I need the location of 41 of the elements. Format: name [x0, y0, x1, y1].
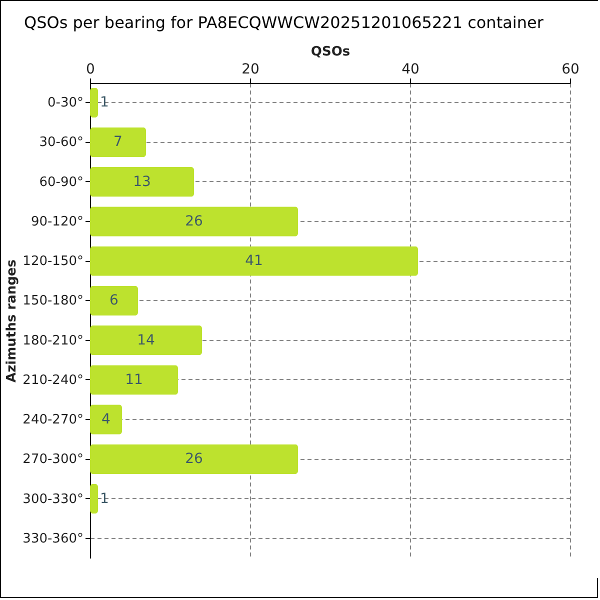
data-label: 11: [125, 372, 143, 388]
y-tick-label: 210-240°: [22, 372, 84, 388]
x-axis-title: QSOs: [310, 44, 350, 60]
y-tick-label: 60-90°: [39, 174, 84, 190]
data-label: 1: [100, 94, 109, 111]
x-tick-label: 40: [402, 62, 420, 78]
bar: [90, 484, 98, 514]
bar: [90, 365, 178, 395]
y-tick-label: 90-120°: [30, 214, 84, 230]
y-tick-label: 270-300°: [22, 452, 84, 468]
x-tick-label: 60: [562, 62, 580, 78]
y-tick-label: 120-150°: [22, 254, 84, 270]
data-label: 4: [102, 412, 111, 428]
bar: [90, 325, 202, 356]
data-label: 7: [114, 134, 122, 150]
data-label: 41: [245, 253, 263, 270]
bar: [90, 444, 298, 474]
bar: [90, 404, 122, 434]
y-tick-label: 180-210°: [22, 333, 84, 348]
y-axis-title: Azimuths ranges: [4, 259, 20, 382]
y-tick-label: 330-360°: [22, 531, 84, 546]
bar: [90, 127, 146, 158]
bar: [90, 286, 138, 316]
data-label: 14: [137, 332, 155, 348]
bar: [90, 206, 298, 236]
bar: [90, 246, 418, 276]
data-label: 13: [133, 174, 151, 190]
data-label: 6: [110, 292, 119, 309]
bar: [90, 166, 194, 197]
y-tick-label: 300-330°: [22, 492, 84, 507]
chart-title: QSOs per bearing for PA8ECQWWCW20251201065221 container: [24, 13, 544, 32]
y-tick-label: 150-180°: [22, 294, 84, 309]
y-tick-label: 240-270°: [22, 412, 84, 428]
y-tick-label: 30-60°: [39, 135, 84, 150]
bar: [90, 88, 98, 118]
data-label: 26: [185, 451, 203, 468]
x-tick-label: 0: [86, 62, 95, 78]
data-label: 26: [185, 213, 203, 230]
y-tick-label: 0-30°: [47, 96, 84, 111]
data-label: 1: [100, 490, 109, 507]
x-tick-label: 20: [242, 62, 260, 78]
